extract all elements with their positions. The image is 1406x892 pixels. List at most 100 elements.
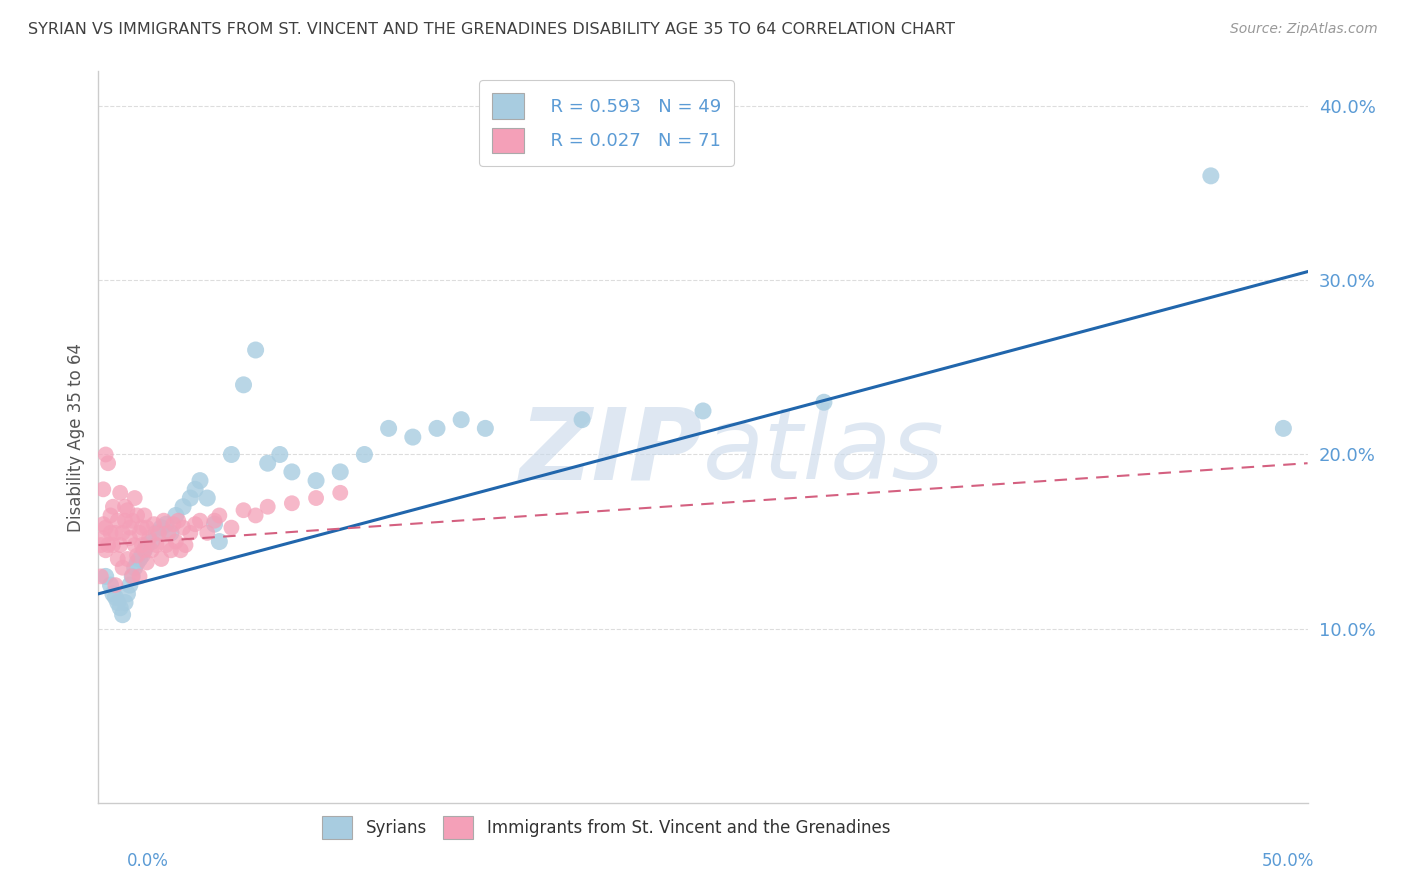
Point [329,485,352,500]
Text: SYRIAN VS IMMIGRANTS FROM ST. VINCENT AND THE GRENADINES DISABILITY AGE 35 TO 64: SYRIAN VS IMMIGRANTS FROM ST. VINCENT AN… [28,22,955,37]
Point [128,552,150,566]
Point [117,552,139,566]
Point [208,508,231,523]
Point [188,514,211,528]
Point [127,556,149,570]
Point [91,531,114,545]
Point [91,517,114,532]
Point [124,538,146,552]
Point [128,569,150,583]
Point [100,525,122,540]
Point [157,525,180,540]
Point [100,508,122,523]
Point [165,508,187,523]
Point [174,538,197,552]
Point [474,421,496,435]
Legend: Syrians, Immigrants from St. Vincent and the Grenadines: Syrians, Immigrants from St. Vincent and… [312,805,900,849]
Point [108,600,131,615]
Point [124,491,146,505]
Point [135,556,157,570]
Point [184,483,207,497]
Point [118,578,141,592]
Point [131,538,153,552]
Point [377,421,399,435]
Point [108,485,131,500]
Point [104,591,127,605]
Point [127,549,149,563]
Point [195,491,218,505]
Y-axis label: Disability Age 35 to 64: Disability Age 35 to 64 [66,343,84,532]
Point [97,456,120,470]
Text: ZIP: ZIP [520,403,703,500]
Point [571,412,593,426]
Point [124,560,146,574]
Point [179,491,201,505]
Point [117,503,139,517]
Point [121,514,143,528]
Point [179,525,201,540]
Point [107,595,129,609]
Point [101,538,124,552]
Point [160,543,183,558]
Point [94,448,117,462]
Text: 0.0%: 0.0% [127,852,169,870]
Point [329,465,352,479]
Point [1199,169,1222,183]
Point [121,569,143,583]
Point [100,578,122,592]
Point [402,430,425,444]
Point [90,538,112,552]
Point [305,474,328,488]
Point [813,395,835,409]
Point [232,377,254,392]
Point [97,538,120,552]
Point [245,508,267,523]
Point [167,514,190,528]
Point [204,514,226,528]
Point [127,508,149,523]
Point [114,514,136,528]
Point [1272,421,1295,435]
Point [101,587,124,601]
Point [150,552,173,566]
Point [134,543,156,558]
Point [256,500,278,514]
Point [195,525,218,540]
Point [108,538,131,552]
Point [118,521,141,535]
Point [114,595,136,609]
Point [148,525,170,540]
Point [104,525,127,540]
Point [94,543,117,558]
Point [172,500,194,514]
Point [155,517,177,532]
Point [150,521,173,535]
Point [111,607,134,622]
Point [692,404,714,418]
Point [141,534,163,549]
Point [114,500,136,514]
Point [94,521,117,535]
Point [172,521,194,535]
Point [145,538,167,552]
Point [145,525,167,540]
Point [305,491,328,505]
Point [204,517,226,532]
Point [128,525,150,540]
Point [131,521,153,535]
Point [131,549,153,563]
Point [134,508,156,523]
Point [117,587,139,601]
Point [232,503,254,517]
Point [221,521,243,535]
Text: Source: ZipAtlas.com: Source: ZipAtlas.com [1230,22,1378,37]
Point [94,569,117,583]
Point [91,483,114,497]
Point [221,448,243,462]
Point [165,534,187,549]
Point [426,421,449,435]
Point [90,569,112,583]
Point [111,525,134,540]
Point [188,474,211,488]
Text: 50.0%: 50.0% [1263,852,1315,870]
